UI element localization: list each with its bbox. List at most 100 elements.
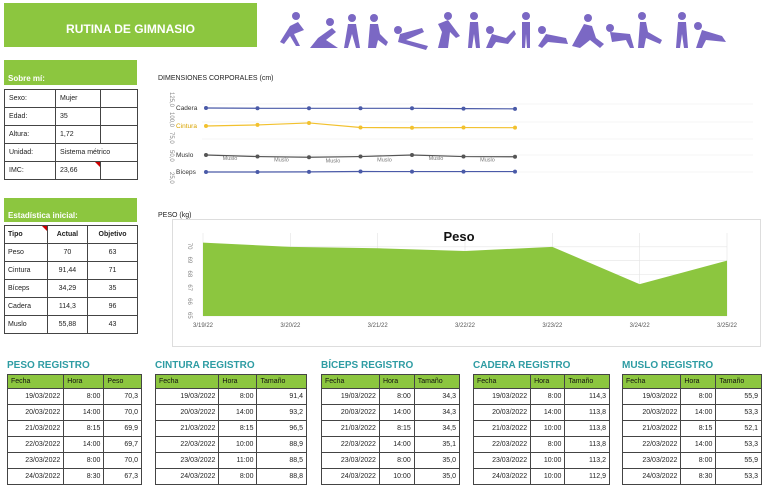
record-cell[interactable]: 21/03/2022	[474, 421, 531, 437]
record-cell[interactable]: 24/03/2022	[474, 469, 531, 485]
record-cell[interactable]: 20/03/2022	[156, 405, 219, 421]
stats-cell[interactable]: 70	[47, 244, 87, 262]
record-cell[interactable]: 53,3	[716, 405, 762, 421]
record-cell[interactable]: 8:00	[531, 389, 565, 405]
record-cell[interactable]: 23/03/2022	[322, 453, 380, 469]
record-cell[interactable]: 96,5	[257, 421, 307, 437]
record-cell[interactable]: 70,0	[104, 453, 142, 469]
record-cell[interactable]: 20/03/2022	[623, 405, 681, 421]
record-header[interactable]: Hora	[219, 375, 257, 389]
record-header[interactable]: Tamaño	[414, 375, 459, 389]
record-cell[interactable]: 20/03/2022	[8, 405, 64, 421]
record-cell[interactable]: 114,3	[565, 389, 610, 405]
record-cell[interactable]: 14:00	[64, 437, 104, 453]
stats-cell[interactable]: 91,44	[47, 262, 87, 280]
record-cell[interactable]: 14:00	[379, 405, 414, 421]
stats-cell[interactable]: 71	[88, 262, 138, 280]
record-cell[interactable]: 23/03/2022	[8, 453, 64, 469]
record-cell[interactable]: 22/03/2022	[474, 437, 531, 453]
record-cell[interactable]: 8:00	[64, 389, 104, 405]
record-header[interactable]: Fecha	[474, 375, 531, 389]
record-cell[interactable]: 8:15	[681, 421, 716, 437]
record-header[interactable]: Fecha	[156, 375, 219, 389]
record-cell[interactable]: 22/03/2022	[322, 437, 380, 453]
record-cell[interactable]: 55,9	[716, 453, 762, 469]
record-cell[interactable]: 8:00	[219, 389, 257, 405]
record-cell[interactable]: 22/03/2022	[156, 437, 219, 453]
record-header[interactable]: Fecha	[623, 375, 681, 389]
record-cell[interactable]: 8:30	[681, 469, 716, 485]
stats-cell[interactable]: 34,29	[47, 280, 87, 298]
record-cell[interactable]: 19/03/2022	[8, 389, 64, 405]
record-cell[interactable]: 93,2	[257, 405, 307, 421]
record-header[interactable]: Tamaño	[257, 375, 307, 389]
record-cell[interactable]: 69,9	[104, 421, 142, 437]
record-cell[interactable]: 10:00	[531, 453, 565, 469]
stats-cell[interactable]: 55,88	[47, 316, 87, 334]
record-cell[interactable]: 14:00	[681, 437, 716, 453]
record-cell[interactable]: 35,1	[414, 437, 459, 453]
record-cell[interactable]: 69,7	[104, 437, 142, 453]
record-cell[interactable]: 53,3	[716, 469, 762, 485]
record-cell[interactable]: 88,5	[257, 453, 307, 469]
record-cell[interactable]: 24/03/2022	[8, 469, 64, 485]
record-cell[interactable]: 10:00	[531, 421, 565, 437]
record-cell[interactable]: 23/03/2022	[156, 453, 219, 469]
record-cell[interactable]: 112,9	[565, 469, 610, 485]
record-cell[interactable]: 67,3	[104, 469, 142, 485]
stats-cell[interactable]: 43	[88, 316, 138, 334]
record-header[interactable]: Tamaño	[565, 375, 610, 389]
record-cell[interactable]: 8:00	[379, 453, 414, 469]
record-cell[interactable]: 8:00	[64, 453, 104, 469]
record-cell[interactable]: 20/03/2022	[474, 405, 531, 421]
record-cell[interactable]: 14:00	[379, 437, 414, 453]
record-cell[interactable]: 34,5	[414, 421, 459, 437]
record-cell[interactable]: 19/03/2022	[474, 389, 531, 405]
record-cell[interactable]: 113,8	[565, 437, 610, 453]
profile-value[interactable]: 35	[56, 108, 101, 126]
record-cell[interactable]: 34,3	[414, 389, 459, 405]
record-cell[interactable]: 14:00	[219, 405, 257, 421]
record-header[interactable]: Fecha	[8, 375, 64, 389]
record-cell[interactable]: 70,3	[104, 389, 142, 405]
record-cell[interactable]: 22/03/2022	[623, 437, 681, 453]
record-cell[interactable]: 22/03/2022	[8, 437, 64, 453]
record-header[interactable]: Peso	[104, 375, 142, 389]
record-cell[interactable]: 20/03/2022	[322, 405, 380, 421]
record-cell[interactable]: 10:00	[219, 437, 257, 453]
record-cell[interactable]: 113,8	[565, 405, 610, 421]
record-cell[interactable]: 23/03/2022	[623, 453, 681, 469]
stats-cell[interactable]: 35	[88, 280, 138, 298]
record-header[interactable]: Hora	[379, 375, 414, 389]
record-cell[interactable]: 24/03/2022	[156, 469, 219, 485]
record-cell[interactable]: 19/03/2022	[623, 389, 681, 405]
record-cell[interactable]: 11:00	[219, 453, 257, 469]
record-cell[interactable]: 35,0	[414, 469, 459, 485]
record-cell[interactable]: 8:00	[531, 437, 565, 453]
record-cell[interactable]: 8:00	[379, 389, 414, 405]
record-cell[interactable]: 8:00	[681, 453, 716, 469]
record-cell[interactable]: 8:15	[219, 421, 257, 437]
record-cell[interactable]: 8:00	[219, 469, 257, 485]
record-cell[interactable]: 21/03/2022	[8, 421, 64, 437]
record-header[interactable]: Hora	[64, 375, 104, 389]
record-cell[interactable]: 53,3	[716, 437, 762, 453]
profile-value[interactable]: 1,72	[56, 126, 101, 144]
record-cell[interactable]: 113,2	[565, 453, 610, 469]
profile-value[interactable]: Mujer	[56, 90, 101, 108]
record-cell[interactable]: 24/03/2022	[623, 469, 681, 485]
record-cell[interactable]: 21/03/2022	[322, 421, 380, 437]
record-cell[interactable]: 19/03/2022	[322, 389, 380, 405]
record-cell[interactable]: 88,8	[257, 469, 307, 485]
record-cell[interactable]: 19/03/2022	[156, 389, 219, 405]
record-cell[interactable]: 8:00	[681, 389, 716, 405]
record-cell[interactable]: 10:00	[531, 469, 565, 485]
profile-value[interactable]: Sistema métrico	[56, 144, 138, 162]
stats-cell[interactable]: 114,3	[47, 298, 87, 316]
record-cell[interactable]: 14:00	[681, 405, 716, 421]
record-header[interactable]: Fecha	[322, 375, 380, 389]
record-cell[interactable]: 52,1	[716, 421, 762, 437]
record-cell[interactable]: 8:15	[64, 421, 104, 437]
record-cell[interactable]: 88,9	[257, 437, 307, 453]
record-cell[interactable]: 8:30	[64, 469, 104, 485]
